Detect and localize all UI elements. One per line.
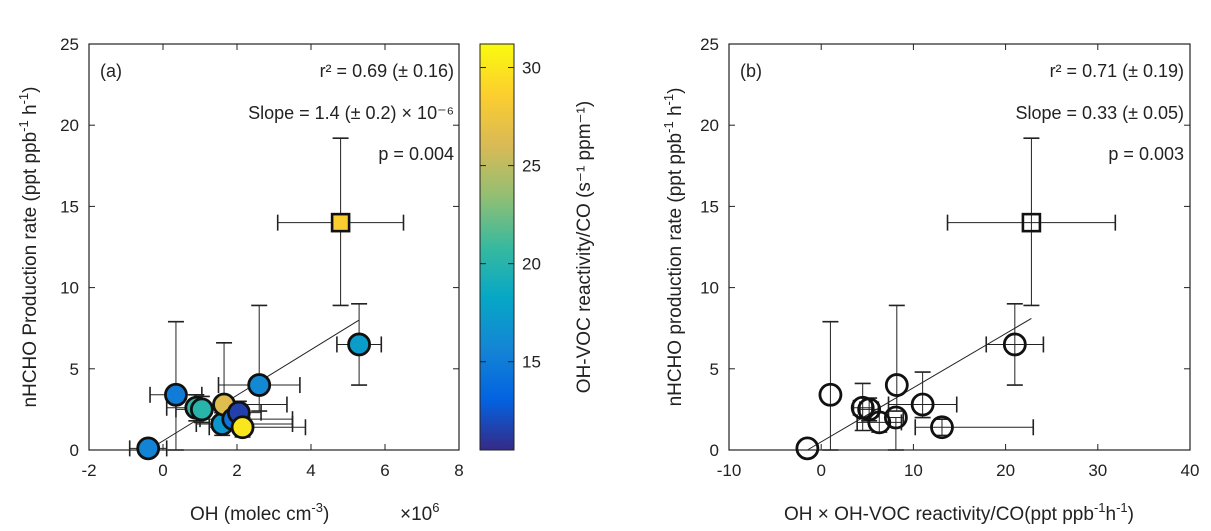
regression-line (807, 318, 1032, 451)
data-point-square (1021, 212, 1042, 233)
data-point (164, 382, 188, 407)
x-tick-label: 2 (232, 461, 241, 480)
y-tick-label: 25 (60, 35, 79, 54)
x-tick-label: -10 (717, 461, 742, 480)
y-tick-label: 10 (700, 279, 719, 298)
data-point (884, 373, 909, 397)
colorbar-gradient (479, 43, 515, 451)
y-axis-label-b: nHCHO production rate (ppt ppb-1 h-1) (661, 88, 686, 407)
data-point (818, 382, 843, 407)
points-b (795, 212, 1042, 461)
y-tick-label: 15 (60, 197, 79, 216)
colorbar-tick-label: 20 (522, 255, 541, 274)
data-point (795, 436, 820, 461)
data-point (910, 392, 935, 417)
x-axis-label-b: OH × OH-VOC reactivity/CO(ppt ppb-1h-1) (784, 500, 1134, 525)
data-point-square (330, 212, 351, 233)
panel-label-b: (b) (740, 61, 762, 81)
colorbar-tick-label: 25 (522, 157, 541, 176)
y-tick-label: 0 (70, 441, 79, 460)
x-tick-label: 0 (158, 461, 167, 480)
data-point (1002, 332, 1027, 357)
data-point (930, 415, 954, 440)
x-tick-label: 40 (1181, 461, 1200, 480)
annotation-r2-a: r² = 0.69 (± 0.16) (320, 61, 454, 81)
colorbar-tick-label: 30 (522, 59, 541, 78)
y-axis-label-a: nHCHO Production rate (ppt ppb-1 h-1) (16, 87, 41, 408)
annotation-r2-b: r² = 0.71 (± 0.19) (1050, 61, 1184, 81)
data-point (247, 373, 272, 397)
plot-area-a (88, 43, 460, 451)
x-multiplier-a: ×106 (400, 500, 439, 525)
data-point (189, 397, 214, 422)
x-tick-label: 0 (816, 461, 825, 480)
y-tick-label: 20 (700, 116, 719, 135)
x-tick-label: 30 (1088, 461, 1107, 480)
fit-line-b (807, 318, 1032, 451)
error-bars-a (128, 137, 405, 457)
x-tick-label: 6 (380, 461, 389, 480)
data-point (347, 332, 372, 357)
y-tick-label: 5 (70, 360, 79, 379)
y-tick-label: 5 (710, 360, 719, 379)
x-tick-label: 10 (904, 461, 923, 480)
x-tick-label: 8 (454, 461, 463, 480)
y-tick-label: 15 (700, 197, 719, 216)
y-tick-label: 25 (700, 35, 719, 54)
y-tick-label: 0 (710, 441, 719, 460)
error-bars-b (822, 137, 1117, 451)
panel-label-a: (a) (100, 61, 122, 81)
colorbar-tick-label: 15 (522, 353, 541, 372)
data-point (230, 415, 255, 440)
data-point (136, 436, 161, 461)
x-tick-label: -2 (81, 461, 96, 480)
annotation-slope-a: Slope = 1.4 (± 0.2) × 10⁻⁶ (248, 103, 454, 123)
annotation-p-a: p = 0.004 (378, 144, 454, 164)
colorbar: 15 20 25 30 OH-VOC reactivity/CO (s⁻¹ ppm⁻¹… (479, 43, 595, 451)
annotation-p-b: p = 0.003 (1108, 144, 1184, 164)
annotation-slope-b: Slope = 0.33 (± 0.05) (1016, 103, 1185, 123)
y-tick-label: 20 (60, 116, 79, 135)
colorbar-ticks: 15 20 25 30 (480, 59, 541, 372)
x-tick-label: 4 (306, 461, 315, 480)
plot-area-b (728, 43, 1191, 451)
data-point (867, 410, 892, 435)
x-tick-label: 20 (996, 461, 1015, 480)
x-axis-label-a: OH (molec cm-3) (190, 500, 329, 525)
data-point (883, 405, 908, 430)
colorbar-label: OH-VOC reactivity/CO (s⁻¹ ppm⁻¹) (574, 101, 595, 393)
y-tick-label: 10 (60, 279, 79, 298)
points-a (136, 212, 372, 461)
